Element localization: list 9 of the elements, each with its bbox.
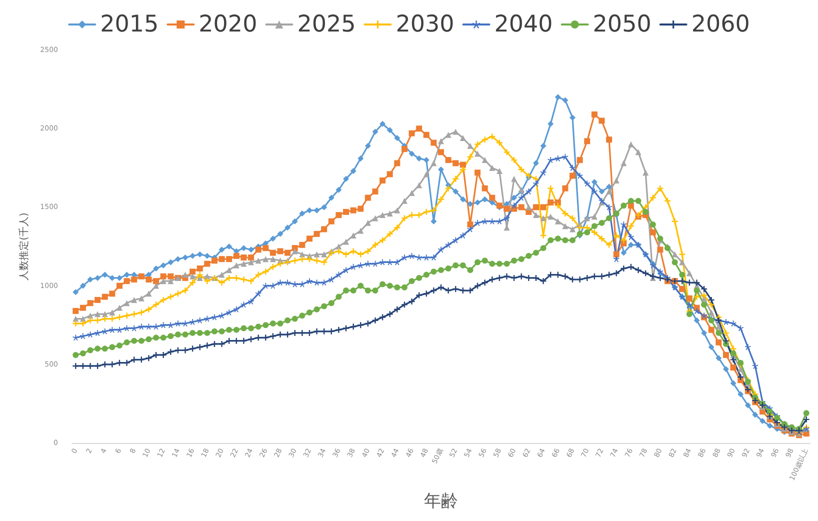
x-axis-title: 年齢 xyxy=(424,492,458,512)
legend-label: 2040 xyxy=(494,12,553,38)
y-axis-title: 人数推定(千人) xyxy=(18,212,30,280)
legend-label: 2020 xyxy=(198,12,258,38)
legend-label: 2030 xyxy=(396,12,454,38)
legend-label: 2060 xyxy=(691,12,750,38)
legend-label: 2050 xyxy=(592,12,652,38)
legend-label: 2015 xyxy=(100,12,159,38)
legend-label: 2025 xyxy=(297,12,356,38)
